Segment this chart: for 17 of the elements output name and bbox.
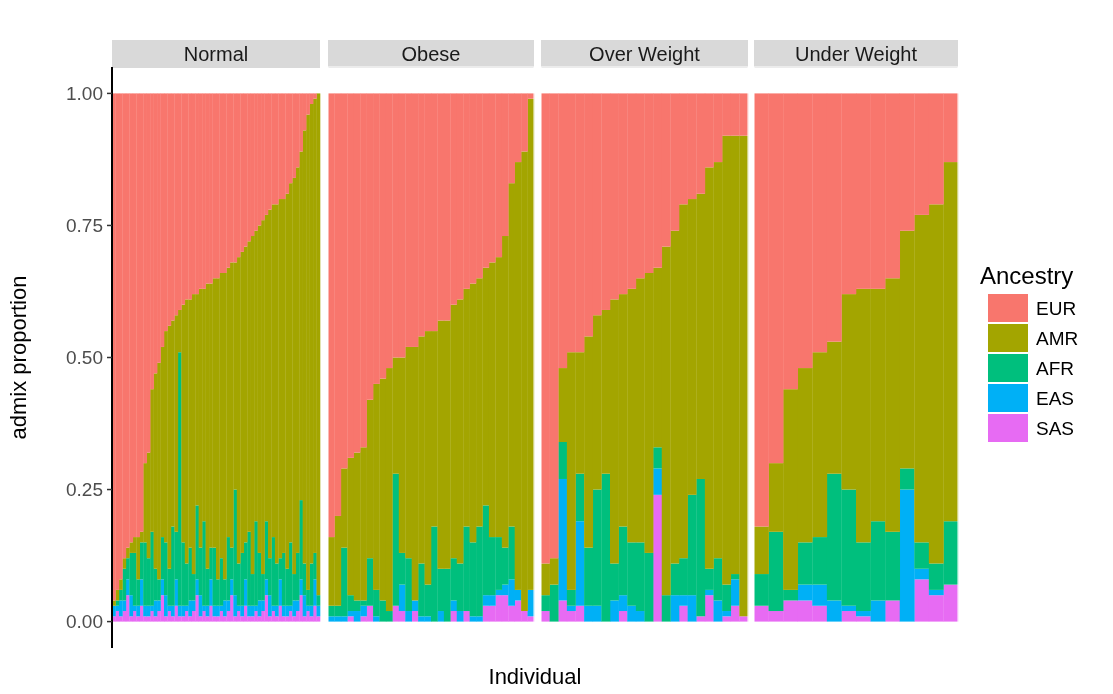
- x-axis-title: Individual: [488, 664, 582, 689]
- y-tick-label: 0.50: [66, 347, 103, 369]
- chart-title: Under Weight: [795, 43, 918, 65]
- y-tick-label: 1.00: [66, 83, 103, 105]
- chart-title: Over Weight: [589, 43, 701, 65]
- legend-title: Ancestry: [980, 262, 1074, 289]
- y-axis-title: admix proportion: [6, 275, 31, 440]
- legend-label: SAS: [1036, 417, 1075, 439]
- legend-label: EUR: [1036, 297, 1077, 319]
- legend-label: AFR: [1036, 357, 1074, 379]
- legend-label: AMR: [1036, 327, 1079, 349]
- legend-label: EAS: [1036, 387, 1075, 409]
- y-tick-label: 0.75: [66, 215, 103, 237]
- y-tick-label: 0.25: [66, 479, 103, 501]
- chart-title: Normal: [183, 43, 249, 65]
- chart-title: Obese: [401, 43, 461, 65]
- y-tick-label: 0.00: [66, 611, 103, 633]
